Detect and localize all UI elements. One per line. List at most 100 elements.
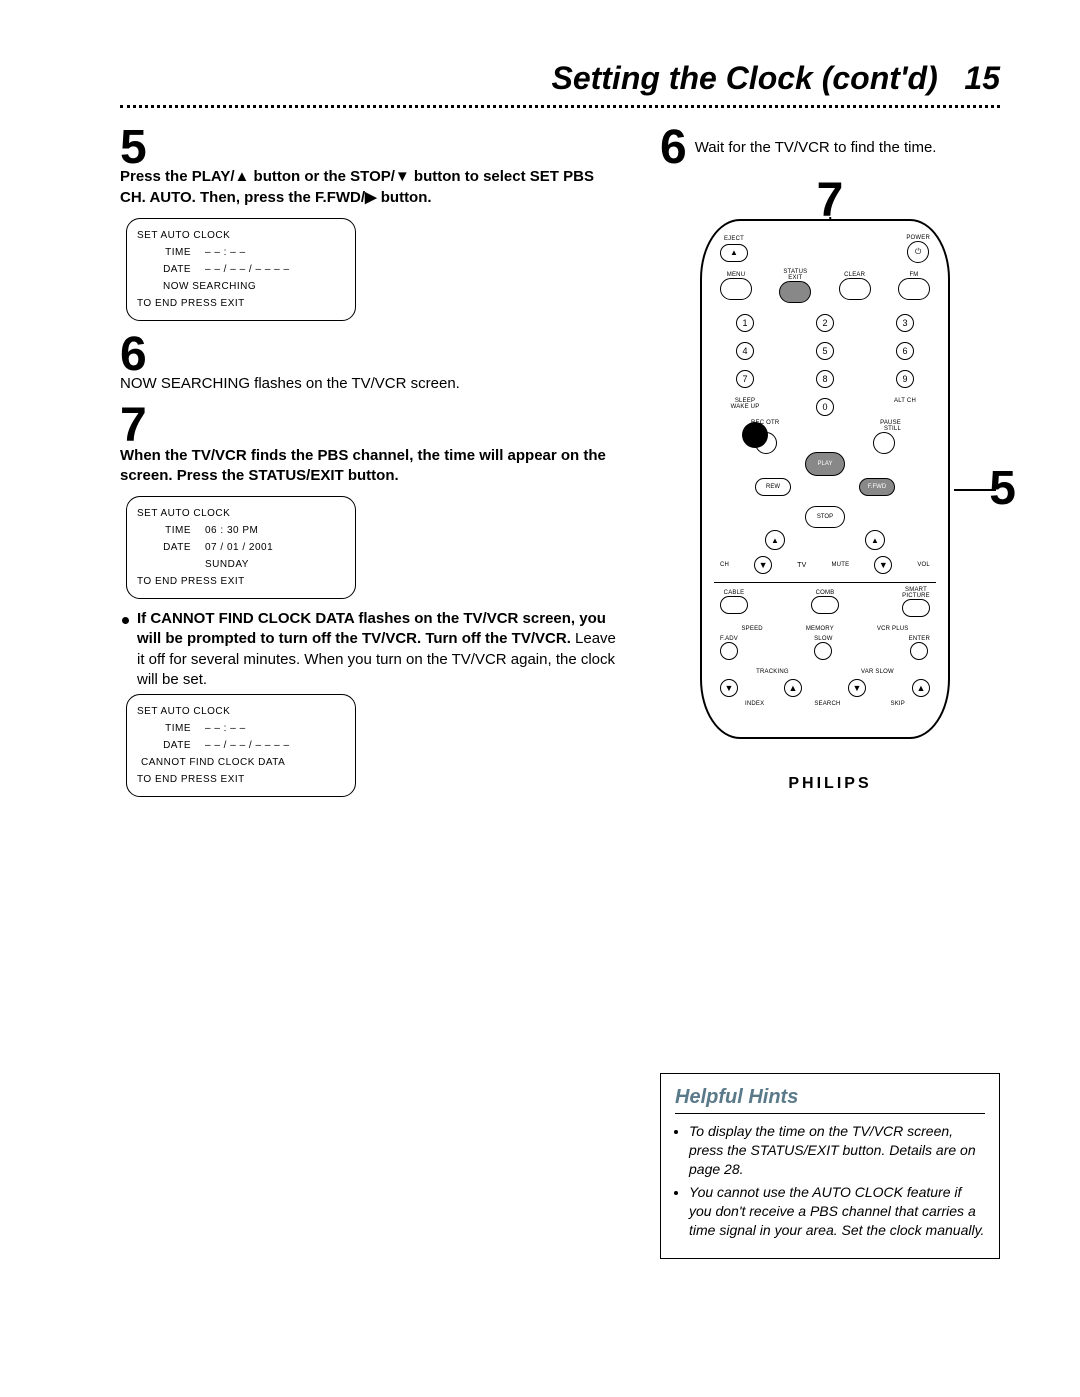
- callout-5-line: [954, 489, 996, 491]
- number-pad: 1 2 3 4 5 6 7 8 9 SLEEP WAKE UP 0 ALT CH: [720, 314, 930, 416]
- num-2-button[interactable]: 2: [816, 314, 834, 332]
- osd3-time-val: – – : – –: [205, 720, 345, 737]
- osd1-time-val: – – : – –: [205, 244, 345, 261]
- step-5-text: Press the PLAY/▲ button or the STOP/▼ bu…: [120, 167, 620, 208]
- step-6: 6 NOW SEARCHING flashes on the TV/VCR sc…: [120, 333, 620, 394]
- osd3-date-val: – – / – – / – – – –: [205, 737, 345, 754]
- header-rule: [120, 105, 1000, 108]
- num-6-button[interactable]: 6: [896, 342, 914, 360]
- pause-button[interactable]: [873, 432, 895, 454]
- osd2-date-val: 07 / 01 / 2001: [205, 539, 345, 556]
- enter-button[interactable]: [910, 642, 928, 660]
- play-label: PLAY: [818, 461, 833, 467]
- step-7-number: 7: [120, 404, 147, 447]
- step5-pre: Press the PLAY/: [120, 168, 235, 185]
- search-label: SEARCH: [814, 701, 840, 707]
- track-down-button[interactable]: ▼: [720, 679, 738, 697]
- cable-button[interactable]: [720, 596, 748, 614]
- osd2-title: SET AUTO CLOCK: [137, 505, 345, 522]
- mute-label: MUTE: [831, 562, 849, 568]
- nav-up-left-button[interactable]: ▲: [765, 530, 785, 550]
- page-number: 15: [964, 60, 1000, 96]
- power-button[interactable]: ⏻: [907, 241, 929, 263]
- step-6-number: 6: [120, 333, 147, 376]
- bullet-icon: [122, 617, 129, 624]
- num-8-button[interactable]: 8: [816, 370, 834, 388]
- hint-item-1: To display the time on the TV/VCR screen…: [689, 1122, 985, 1179]
- sleep-label: SLEEP WAKE UP: [731, 398, 760, 410]
- num-3-button[interactable]: 3: [896, 314, 914, 332]
- cannot-find-note: If CANNOT FIND CLOCK DATA flashes on the…: [122, 611, 620, 690]
- nav-up-right-button[interactable]: ▲: [865, 530, 885, 550]
- altch-label: ALT CH: [894, 398, 916, 404]
- sidebar-step-6-number: 6: [660, 126, 687, 169]
- num-0-button[interactable]: 0: [816, 398, 834, 416]
- index-label: INDEX: [745, 701, 764, 707]
- comb-button[interactable]: [811, 596, 839, 614]
- stop-label: STOP: [817, 514, 833, 520]
- osd3-time-label: TIME: [137, 720, 205, 737]
- smart-button[interactable]: [902, 599, 930, 617]
- remote-body: EJECT ▲ POWER ⏻ MENU STATUS EXIT CLEAR F…: [700, 219, 950, 739]
- helpful-hints-box: Helpful Hints To display the time on the…: [660, 1073, 1000, 1258]
- vcrplus-label: VCR PLUS: [877, 626, 909, 632]
- osd2-time-val: 06 : 30 PM: [205, 522, 345, 539]
- ch-label: CH: [720, 562, 729, 568]
- num-5-button[interactable]: 5: [816, 342, 834, 360]
- menu-button[interactable]: [720, 278, 752, 300]
- rew-button[interactable]: REW: [755, 478, 791, 496]
- rew-label: REW: [766, 484, 780, 490]
- osd1-date-val: – – / – – / – – – –: [205, 261, 345, 278]
- osd2-day: SUNDAY: [205, 556, 345, 573]
- hints-rule: [675, 1113, 985, 1114]
- slow-down-button[interactable]: ▼: [848, 679, 866, 697]
- step-6-text: NOW SEARCHING flashes on the TV/VCR scre…: [120, 374, 620, 394]
- up-triangle-icon: ▲: [235, 167, 250, 187]
- smart-label: SMART PICTURE: [902, 587, 930, 599]
- stop-button[interactable]: STOP: [805, 506, 845, 528]
- right-triangle-icon: ▶: [365, 188, 377, 208]
- fadv-button[interactable]: [720, 642, 738, 660]
- track-up-button[interactable]: ▲: [784, 679, 802, 697]
- step5-post: button.: [377, 189, 432, 206]
- num-7-button[interactable]: 7: [736, 370, 754, 388]
- num-1-button[interactable]: 1: [736, 314, 754, 332]
- fm-button[interactable]: [898, 278, 930, 300]
- status-exit-button[interactable]: [779, 281, 811, 303]
- skip-label: SKIP: [891, 701, 905, 707]
- slow-button[interactable]: [814, 642, 832, 660]
- remote-divider: [714, 582, 936, 583]
- hint-item-2: You cannot use the AUTO CLOCK feature if…: [689, 1183, 985, 1240]
- osd3-msg: CANNOT FIND CLOCK DATA: [137, 754, 345, 771]
- step-7-text: When the TV/VCR finds the PBS channel, t…: [120, 446, 620, 487]
- sidebar-step-6: 6 Wait for the TV/VCR to find the time.: [660, 126, 1000, 169]
- osd-cannot-find: SET AUTO CLOCK TIME– – : – – DATE– – / –…: [126, 694, 356, 797]
- brand-logo: PHILIPS: [700, 775, 960, 793]
- num-4-button[interactable]: 4: [736, 342, 754, 360]
- remote-illustration: 7 5 EJECT ▲ POWER ⏻ MENU: [700, 219, 960, 793]
- num-9-button[interactable]: 9: [896, 370, 914, 388]
- tv-label: TV: [797, 562, 806, 569]
- cannot-find-text: If CANNOT FIND CLOCK DATA flashes on the…: [137, 609, 620, 690]
- osd3-date-label: DATE: [137, 737, 205, 754]
- pause-label: PAUSE STILL: [880, 420, 901, 432]
- osd1-exit: TO END PRESS EXIT: [137, 295, 345, 312]
- step-5: 5 Press the PLAY/▲ button or the STOP/▼ …: [120, 126, 620, 208]
- page-header: Setting the Clock (cont'd) 15: [120, 60, 1000, 97]
- hints-title: Helpful Hints: [675, 1086, 985, 1109]
- step-7: 7 When the TV/VCR finds the PBS channel,…: [120, 404, 620, 486]
- vol-down-button[interactable]: ▼: [874, 556, 892, 574]
- ch-down-button[interactable]: ▼: [754, 556, 772, 574]
- memory-label: MEMORY: [806, 626, 834, 632]
- eject-button[interactable]: ▲: [720, 244, 748, 262]
- osd2-blank: [137, 556, 205, 573]
- transport-cluster: REC OTR PLAY PAUSE STILL REW F.FWD STOP …: [755, 422, 895, 552]
- play-button[interactable]: PLAY: [805, 452, 845, 476]
- osd1-searching: NOW SEARCHING: [137, 278, 345, 295]
- tracking-label: TRACKING: [756, 669, 789, 675]
- slow-up-button[interactable]: ▲: [912, 679, 930, 697]
- vol-label: VOL: [917, 562, 930, 568]
- clear-button[interactable]: [839, 278, 871, 300]
- ffwd-button[interactable]: F.FWD: [859, 478, 895, 496]
- left-column: 5 Press the PLAY/▲ button or the STOP/▼ …: [120, 126, 620, 1259]
